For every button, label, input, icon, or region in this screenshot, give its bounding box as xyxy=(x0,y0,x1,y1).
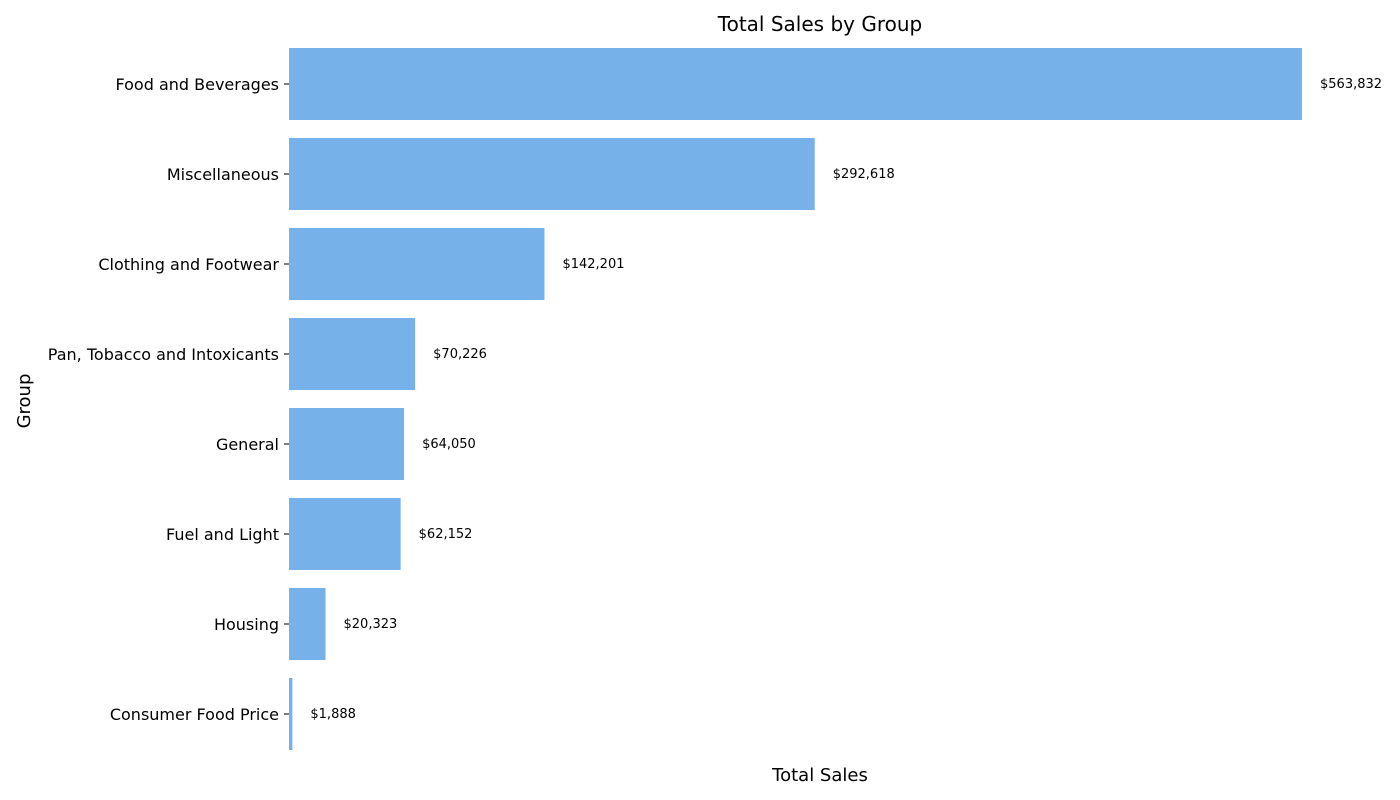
bar-value-label: $70,226 xyxy=(433,347,487,362)
bar-value-label: $292,618 xyxy=(833,167,895,182)
chart-title: Total Sales by Group xyxy=(717,12,922,36)
bar-value-label: $20,323 xyxy=(344,617,398,632)
bar-value-label: $62,152 xyxy=(419,527,473,542)
bar xyxy=(289,408,405,480)
y-tick-label: Food and Beverages xyxy=(116,75,280,94)
y-tick-label: Consumer Food Price xyxy=(110,705,279,724)
bar xyxy=(289,138,815,210)
bar xyxy=(289,588,326,660)
y-tick-label: Miscellaneous xyxy=(167,165,279,184)
plot-area: Food and Beverages $563,832 Miscellaneous $… xyxy=(48,48,1382,750)
y-tick-label: General xyxy=(216,435,279,454)
y-tick-label: Clothing and Footwear xyxy=(98,255,279,274)
bar xyxy=(289,498,401,570)
bar xyxy=(289,318,416,390)
bar xyxy=(289,48,1302,120)
bar xyxy=(289,678,293,750)
y-tick-label: Pan, Tobacco and Intoxicants xyxy=(48,345,279,364)
y-axis-title: Group xyxy=(14,374,35,429)
x-axis-title: Total Sales xyxy=(771,765,868,786)
bar-value-label: $563,832 xyxy=(1320,77,1382,92)
y-tick-label: Housing xyxy=(214,615,279,634)
y-tick-label: Fuel and Light xyxy=(166,525,279,544)
bar xyxy=(289,228,545,300)
bar-value-label: $142,201 xyxy=(562,257,624,272)
bar-value-label: $1,888 xyxy=(310,707,356,722)
bar-value-label: $64,050 xyxy=(422,437,476,452)
